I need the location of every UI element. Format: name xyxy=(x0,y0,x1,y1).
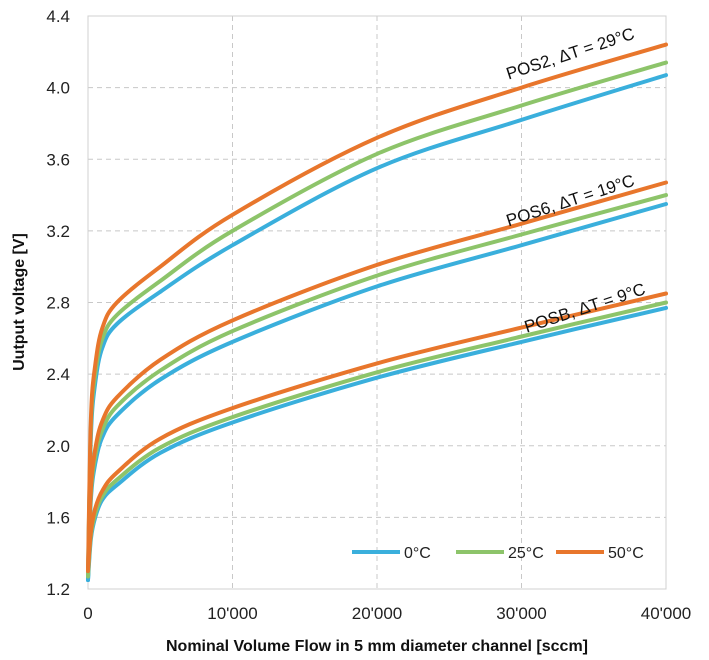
x-tick-label: 20'000 xyxy=(352,604,403,623)
y-tick-label: 1.2 xyxy=(46,580,70,599)
legend: 0°C 25°C 50°C xyxy=(352,545,644,562)
y-tick-label: 4.0 xyxy=(46,79,70,98)
x-tick-label: 10'000 xyxy=(207,604,258,623)
y-tick-label: 2.4 xyxy=(46,365,70,384)
y-tick-label: 2.0 xyxy=(46,437,70,456)
x-axis-title: Nominal Volume Flow in 5 mm diameter cha… xyxy=(166,638,588,655)
x-tick-label: 40'000 xyxy=(641,604,692,623)
series-line-pos2-50c xyxy=(86,42,668,574)
y-tick-label: 4.4 xyxy=(46,7,70,26)
y-axis-title: Uutput voltage [V] xyxy=(11,233,28,371)
y-tick-label: 3.6 xyxy=(46,150,70,169)
series-line-posb-50c xyxy=(86,291,668,574)
series-lines xyxy=(86,42,668,582)
legend-label: 50°C xyxy=(608,545,644,562)
legend-label: 0°C xyxy=(404,545,431,562)
tick-labels: 1.2 1.6 2.0 2.4 2.8 3.2 3.6 4.0 4.4 0 10'000 20'000… xyxy=(46,7,691,623)
y-tick-label: 2.8 xyxy=(46,294,70,313)
x-tick-label: 30'000 xyxy=(496,604,547,623)
x-tick-label: 0 xyxy=(83,604,92,623)
series-line-pos6-50c xyxy=(86,180,668,574)
y-tick-label: 3.2 xyxy=(46,222,70,241)
legend-label: 25°C xyxy=(508,545,544,562)
y-tick-label: 1.6 xyxy=(46,508,70,527)
